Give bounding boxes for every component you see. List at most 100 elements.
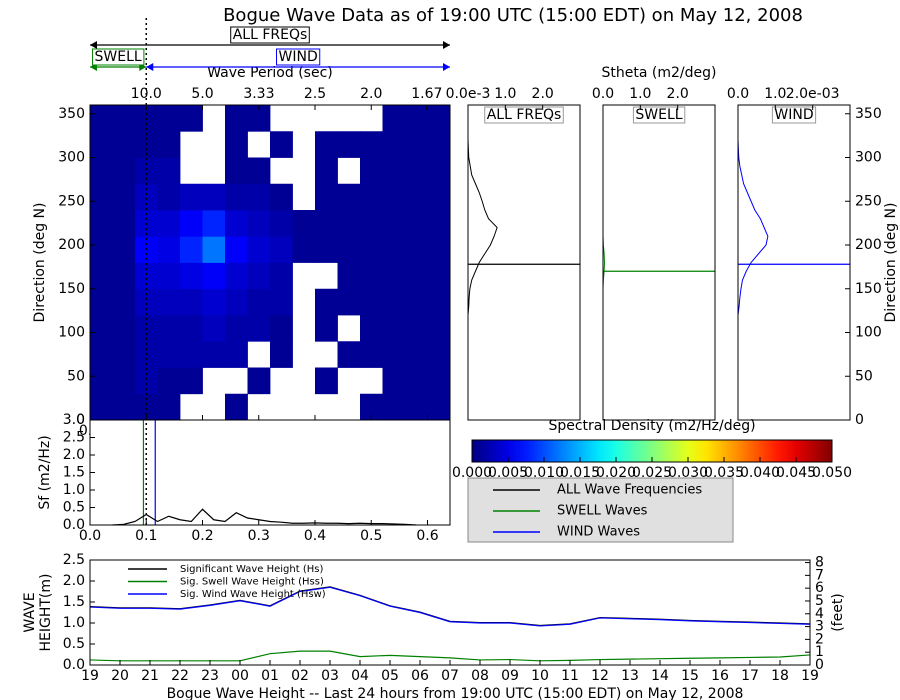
heatmap-cell: [112, 288, 136, 316]
legend-label: WIND Waves: [557, 525, 640, 540]
heatmap-cell: [405, 157, 428, 185]
y-tick-label: 2.0: [63, 447, 85, 463]
x-tick-label: 0.035: [704, 465, 744, 481]
heatmap-cell: [112, 183, 136, 211]
heatmap-cell: [427, 236, 451, 263]
arrow-head: [146, 63, 154, 71]
x-tick-label: 22: [171, 668, 189, 684]
heatmap-cell: [247, 288, 271, 316]
y-tick-label: 1.5: [63, 594, 85, 610]
y-axis-label: WAVE: [22, 592, 38, 632]
arrow-head: [443, 63, 450, 71]
secondary-x-axis-label: Wave Period (sec): [207, 65, 333, 81]
x-tick-label: 2.0e-03: [786, 86, 840, 102]
x-tick-label: 0.5: [360, 528, 382, 544]
x-tick-label: 0.045: [776, 465, 816, 481]
heatmap-cell: [270, 210, 293, 237]
plot-background: [90, 560, 810, 665]
heatmap-cell: [315, 210, 338, 237]
heatmap-cell: [247, 210, 271, 237]
heatmap-cell: [225, 393, 248, 421]
x-tick-label: 11: [561, 668, 579, 684]
y-tick-label: 0.0: [63, 657, 85, 673]
heatmap-cell: [405, 183, 428, 211]
heatmap-cell: [157, 367, 181, 395]
heatmap-cell: [292, 210, 316, 237]
heatmap-cell: [157, 105, 181, 132]
x-tick-label: 0.030: [668, 465, 708, 481]
heatmap-cell: [270, 131, 293, 158]
label-box: [632, 106, 686, 124]
heatmap-cell: [405, 131, 428, 158]
heatmap-cell: [405, 367, 428, 395]
heatmap-cell: [135, 288, 158, 316]
heatmap-cell: [382, 105, 406, 132]
heatmap-cell: [180, 183, 203, 211]
heatmap-cell: [337, 341, 361, 368]
heatmap-cell: [90, 315, 113, 342]
x-tick-label: 17: [741, 668, 759, 684]
heatmap-cell: [427, 157, 451, 185]
heatmap-cell: [337, 236, 361, 263]
heatmap-cell: [157, 341, 181, 368]
heatmap-cell: [90, 157, 113, 185]
x-tick-label: 05: [381, 668, 399, 684]
heatmap-cell: [427, 393, 451, 421]
x-tick-label: 0.0: [79, 528, 101, 544]
label-box: [230, 26, 310, 44]
x-tick-label: 19: [81, 668, 99, 684]
heatmap-cell: [382, 157, 406, 185]
heatmap-cell: [382, 393, 406, 421]
heatmap-cell: [315, 236, 338, 263]
x-tick-label: 1.67: [411, 86, 442, 102]
plot-frame: [602, 104, 716, 421]
legend-label: Sig. Wind Wave Height (Hsw): [180, 589, 326, 600]
heatmap-cell: [382, 210, 406, 237]
x-tick-label: 0.3: [248, 528, 270, 544]
heatmap-cell: [135, 393, 158, 421]
x-tick-label: 14: [651, 668, 669, 684]
heatmap-cell: [270, 341, 293, 368]
y2-tick-label: 8: [815, 555, 824, 571]
plot-frame: [467, 104, 581, 421]
y2-axis-label: (feet): [830, 593, 846, 632]
heatmap-cell: [112, 157, 136, 185]
heatmap-cell: [112, 367, 136, 395]
heatmap-cell: [202, 183, 226, 211]
heatmap-cell: [180, 315, 203, 342]
heatmap-cell: [405, 236, 428, 263]
x-tick-label: 5.0: [191, 86, 213, 102]
y-tick-label: 2.0: [63, 573, 85, 589]
heatmap-cell: [112, 315, 136, 342]
panel-title: ALL FREQs: [487, 107, 562, 123]
y-tick-label: 50: [67, 368, 85, 384]
x-tick-label: 1.0: [494, 86, 516, 102]
heatmap-cell: [382, 183, 406, 211]
y-tick-label: 0.5: [63, 500, 85, 516]
x-tick-label: 0.0: [592, 86, 614, 102]
heatmap-cell: [360, 341, 383, 368]
x-tick-label: 06: [411, 668, 429, 684]
y-axis-label: Direction (deg N): [32, 203, 48, 323]
heatmap-cell: [405, 288, 428, 316]
legend-label: SWELL Waves: [557, 504, 648, 519]
x-tick-label: 08: [471, 668, 489, 684]
x-tick-label: 02: [291, 668, 309, 684]
heatmap-cell: [180, 105, 203, 132]
plot-frame: [737, 104, 851, 421]
x-axis-label: Stheta (m2/deg): [602, 65, 717, 81]
heatmap-cell: [360, 393, 383, 421]
heatmap-cell: [90, 236, 113, 263]
heatmap-cell: [225, 341, 248, 368]
y-tick-label: 100: [58, 325, 85, 341]
panel-title: SWELL: [635, 107, 682, 123]
x-tick-label: 0.040: [740, 465, 780, 481]
heatmap-cell: [225, 210, 248, 237]
label-box: [92, 48, 145, 66]
heatmap-cell: [180, 236, 203, 263]
x-tick-label: 2.0: [532, 86, 554, 102]
heatmap-cell: [270, 288, 293, 316]
heatmap-cell: [225, 157, 248, 185]
